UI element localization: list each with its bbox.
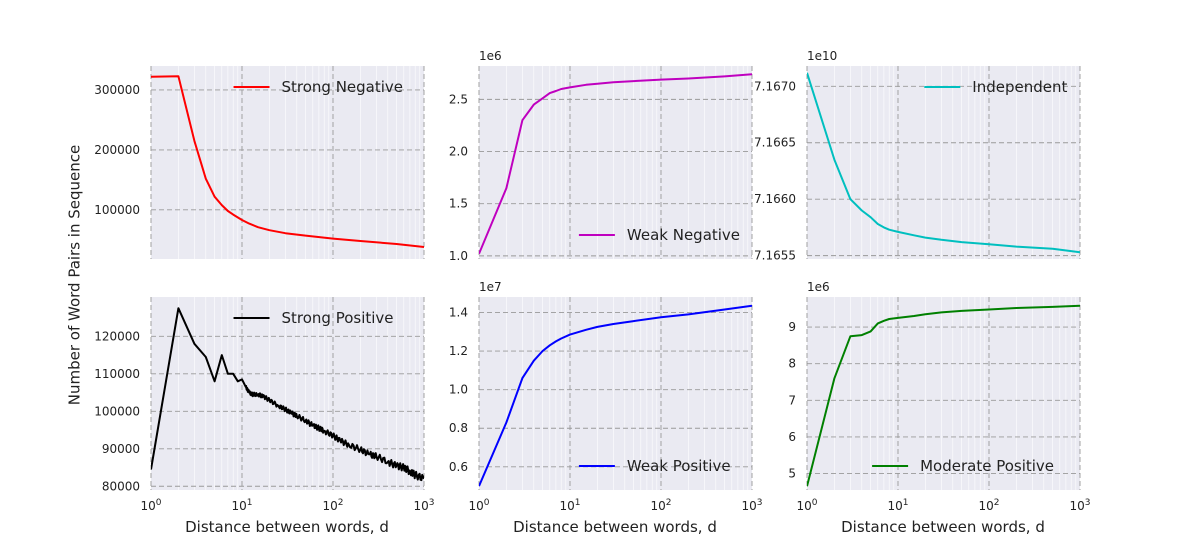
y-tick-label: 6 [788, 430, 796, 444]
legend-label: Independent [972, 78, 1067, 96]
x-tick-label: 103 [413, 498, 434, 513]
x-tick-label: 101 [887, 498, 908, 513]
x-tick-label: 102 [322, 498, 343, 513]
y-tick-label: 9 [788, 320, 796, 334]
axis-offset-text: 1e7 [479, 280, 502, 294]
y-tick-label: 5 [788, 467, 796, 481]
x-tick-label: 101 [559, 498, 580, 513]
plot-area [151, 66, 424, 259]
axis-offset-text: 1e6 [479, 49, 502, 63]
y-axis-label: Number of Word Pairs in Sequence [66, 145, 84, 406]
y-tick-label: 7 [788, 393, 796, 407]
y-tick-label: 1.4 [449, 305, 468, 319]
y-tick-label: 1.0 [449, 249, 468, 263]
x-axis-label-1: Distance between words, d [185, 518, 389, 536]
y-tick-label: 7.1655 [754, 249, 796, 263]
x-tick-label: 103 [1069, 498, 1090, 513]
series-line-strong-negative [151, 75, 424, 248]
series-line-strong-positive [151, 307, 424, 482]
legend: Weak Negative [578, 226, 740, 244]
panel-6: 5 6 7 8 9 1e6 100 101 102 103 Moderate Positive [788, 280, 1090, 513]
plot-area [479, 66, 752, 259]
y-tick-label: 0.6 [449, 460, 468, 474]
plot-area [807, 297, 1080, 490]
legend: Strong Positive [233, 309, 394, 327]
y-tick-label: 7.1660 [754, 192, 796, 206]
axis-offset-text: 1e10 [807, 49, 837, 63]
x-tick-label: 102 [978, 498, 999, 513]
legend-label: Weak Negative [627, 226, 740, 244]
x-tick-label: 101 [231, 498, 252, 513]
y-tick-label: 90000 [102, 442, 140, 456]
legend: Weak Positive [578, 457, 731, 475]
legend-label: Moderate Positive [920, 457, 1054, 475]
y-tick-label: 80000 [102, 479, 140, 493]
y-tick-label: 1.5 [449, 197, 468, 211]
plot-area [807, 66, 1080, 259]
legend-label: Weak Positive [627, 457, 731, 475]
y-tick-label: 0.8 [449, 421, 468, 435]
y-tick-label: 2.5 [449, 92, 468, 106]
panel-1: 100000 200000 300000 Strong Negative [94, 66, 425, 259]
x-tick-label: 100 [468, 498, 489, 513]
legend-label: Strong Negative [282, 78, 404, 96]
y-tick-label: 300000 [94, 83, 140, 97]
y-tick-label: 200000 [94, 143, 140, 157]
x-tick-label: 100 [796, 498, 817, 513]
legend: Moderate Positive [872, 457, 1054, 475]
series-line-moderate-positive [807, 304, 1080, 487]
series-line-independent [807, 72, 1080, 254]
y-tick-label: 7.1665 [754, 136, 796, 150]
legend: Strong Negative [233, 78, 404, 96]
legend-label: Strong Positive [282, 309, 394, 327]
y-tick-label: 110000 [94, 367, 140, 381]
series-line-weak-negative [479, 73, 752, 255]
panel-2: 1.0 1.5 2.0 2.5 1e6 Weak Negative [449, 49, 753, 263]
panel-5: 0.6 0.8 1.0 1.2 1.4 1e7 100 101 102 103 Weak Posit… [449, 280, 763, 513]
x-axis-label-3: Distance between words, d [841, 518, 1045, 536]
y-tick-label: 1.0 [449, 383, 468, 397]
panel-4: 80000 90000 100000 110000 120000 100 101 102 103… [94, 297, 435, 513]
x-tick-label: 100 [140, 498, 161, 513]
y-tick-label: 1.2 [449, 344, 468, 358]
x-axis-label-2: Distance between words, d [513, 518, 717, 536]
y-tick-label: 120000 [94, 329, 140, 343]
x-tick-label: 102 [650, 498, 671, 513]
y-tick-label: 100000 [94, 404, 140, 418]
legend: Independent [924, 78, 1067, 96]
x-tick-label: 103 [741, 498, 762, 513]
y-tick-label: 100000 [94, 203, 140, 217]
y-tick-label: 8 [788, 357, 796, 371]
y-tick-label: 2.0 [449, 145, 468, 159]
panel-3: 7.1655 7.1660 7.1665 7.1670 1e10 Independent [754, 49, 1081, 263]
axis-offset-text: 1e6 [807, 280, 830, 294]
series-line-weak-positive [479, 304, 752, 487]
y-tick-label: 7.1670 [754, 79, 796, 93]
plot-area [479, 297, 752, 490]
